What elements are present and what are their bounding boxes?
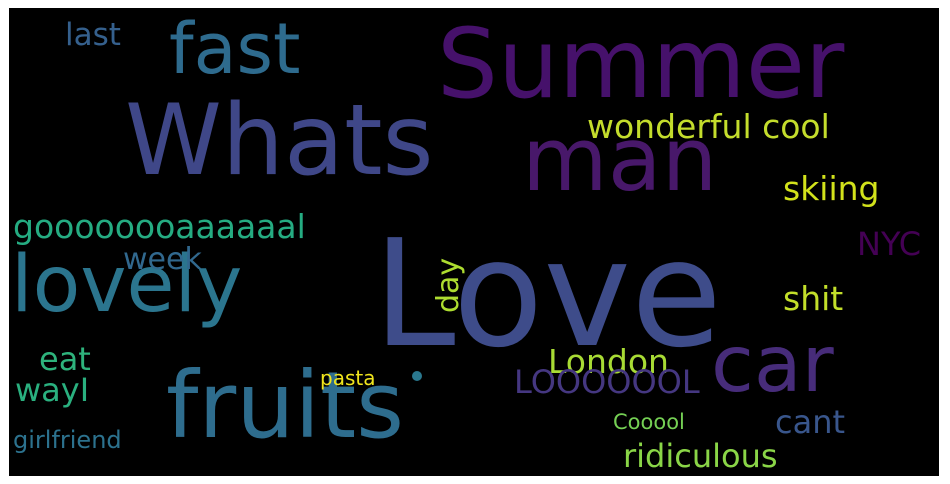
word-day: day <box>431 257 466 313</box>
word-nyc: NYC <box>857 225 922 263</box>
word-ridiculous: ridiculous <box>623 437 778 475</box>
word-whats: Whats <box>125 84 434 198</box>
word-wayi: wayI <box>15 371 90 409</box>
word-love: Love <box>373 208 723 380</box>
word-fruits: fruits <box>166 352 405 459</box>
word-eat: eat <box>39 340 91 378</box>
word-week: week <box>123 242 202 277</box>
word-cloud: Love Summer Whats man fast lovely fruits… <box>9 8 939 476</box>
word-cant: cant <box>775 403 846 441</box>
word-fast: fast <box>169 8 301 90</box>
word-london: London <box>548 342 669 381</box>
word-man: man <box>522 108 718 211</box>
word-summer: Summer <box>437 8 845 120</box>
word-pasta: pasta <box>320 366 376 390</box>
word-skiing: skiing <box>783 169 880 208</box>
word-goal: goooooooaaaaaal <box>13 207 306 246</box>
word-shit: shit <box>783 279 844 318</box>
word-wonderful-cool: wonderful cool <box>587 107 830 146</box>
word-girlfriend: girlfriend <box>13 426 122 454</box>
dot-mark <box>412 371 422 381</box>
word-car: car <box>711 320 834 410</box>
word-cooool: Cooool <box>613 410 685 434</box>
word-loool: LOOOOOOL <box>514 363 700 401</box>
word-last: last <box>65 17 121 53</box>
word-lovely: lovely <box>11 240 243 330</box>
